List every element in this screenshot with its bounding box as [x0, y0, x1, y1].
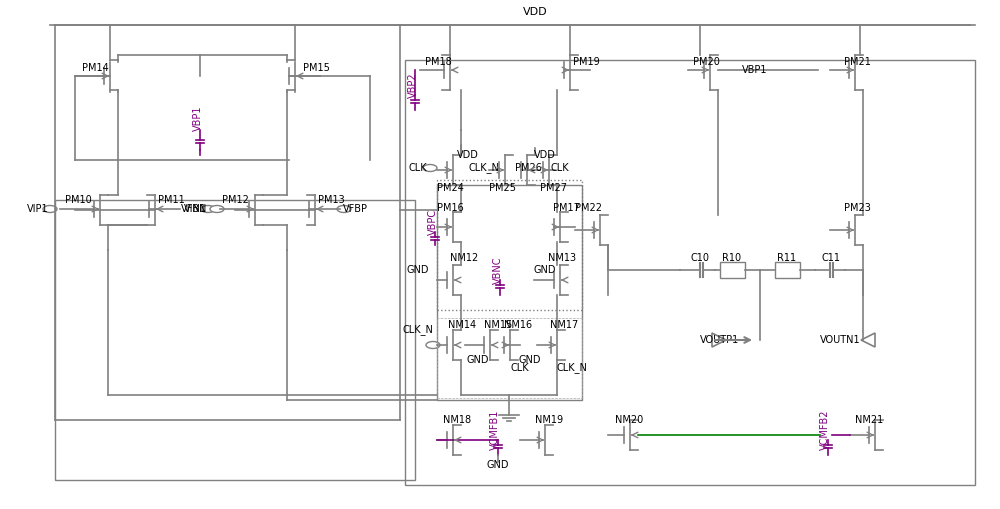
Text: CLK_N: CLK_N [557, 362, 587, 374]
Text: PM21: PM21 [844, 57, 871, 67]
Bar [437, 318, 582, 398]
Bar [55, 200, 415, 480]
Bar [720, 262, 745, 278]
Text: PM14: PM14 [82, 63, 109, 73]
Text: NM17: NM17 [550, 320, 578, 330]
Text: NM18: NM18 [443, 415, 471, 425]
Text: PM25: PM25 [489, 183, 516, 193]
Text: VDD: VDD [457, 150, 479, 160]
Text: VOUTN1: VOUTN1 [820, 335, 860, 345]
Text: GND: GND [487, 460, 509, 470]
Text: VBP1: VBP1 [742, 65, 768, 75]
Text: NM15: NM15 [484, 320, 512, 330]
Text: VFBP: VFBP [342, 204, 368, 214]
Text: GND: GND [407, 265, 429, 275]
Text: NM16: NM16 [504, 320, 532, 330]
Text: NM12: NM12 [450, 253, 478, 263]
Text: NM19: NM19 [535, 415, 563, 425]
Text: PM15: PM15 [303, 63, 330, 73]
Text: PM17: PM17 [553, 203, 580, 213]
Text: PM16: PM16 [437, 203, 464, 213]
Text: C11: C11 [822, 253, 840, 263]
Bar [437, 185, 582, 400]
Ellipse shape [43, 206, 57, 212]
Text: CLK: CLK [409, 163, 427, 173]
Text: PM12: PM12 [222, 195, 249, 205]
Text: VDD: VDD [523, 7, 547, 17]
Text: CLK: CLK [551, 163, 569, 173]
Text: VCMFB1: VCMFB1 [490, 410, 500, 450]
Text: PM22: PM22 [575, 203, 602, 213]
Text: C10: C10 [690, 253, 710, 263]
Text: VBNC: VBNC [493, 256, 503, 284]
Text: PM26: PM26 [515, 163, 542, 173]
Text: PM24: PM24 [437, 183, 464, 193]
Text: NM14: NM14 [448, 320, 476, 330]
Text: PM10: PM10 [65, 195, 92, 205]
Bar [405, 60, 975, 485]
Text: VFBN: VFBN [181, 204, 207, 214]
Text: CLK: CLK [511, 363, 529, 373]
Ellipse shape [426, 342, 440, 349]
Text: GND: GND [519, 355, 541, 365]
Text: CLK_N: CLK_N [469, 162, 499, 174]
Text: R10: R10 [722, 253, 742, 263]
Text: PM19: PM19 [573, 57, 600, 67]
Text: PM11: PM11 [158, 195, 185, 205]
Bar [437, 180, 582, 310]
Ellipse shape [337, 206, 351, 212]
Bar [775, 262, 800, 278]
Text: VBPC: VBPC [428, 209, 438, 235]
Text: CLK_N: CLK_N [403, 325, 433, 335]
Text: VBP1: VBP1 [193, 105, 203, 131]
Text: GND: GND [534, 265, 556, 275]
Text: R11: R11 [777, 253, 797, 263]
Text: PM23: PM23 [844, 203, 871, 213]
Ellipse shape [201, 206, 215, 212]
Text: VBP2: VBP2 [408, 72, 418, 98]
Text: NM21: NM21 [855, 415, 883, 425]
Text: PM13: PM13 [318, 195, 345, 205]
Text: PM20: PM20 [693, 57, 720, 67]
Text: PM18: PM18 [425, 57, 452, 67]
Ellipse shape [423, 164, 437, 172]
Text: VIN1: VIN1 [184, 204, 207, 214]
Text: NM20: NM20 [615, 415, 643, 425]
Text: VCMFB2: VCMFB2 [820, 410, 830, 450]
Text: NM13: NM13 [548, 253, 576, 263]
Ellipse shape [210, 206, 224, 212]
Text: VDD: VDD [534, 150, 556, 160]
Text: VOUTP1: VOUTP1 [700, 335, 740, 345]
Text: GND: GND [467, 355, 489, 365]
Text: VIP1: VIP1 [27, 204, 49, 214]
Text: PM27: PM27 [540, 183, 567, 193]
